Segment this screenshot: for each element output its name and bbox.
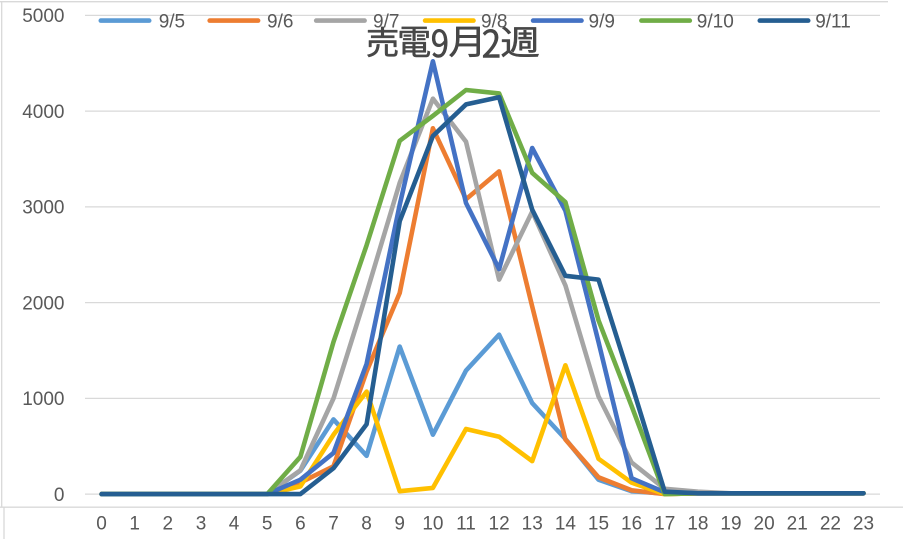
svg-text:5: 5 (262, 513, 273, 534)
svg-text:9/6: 9/6 (267, 11, 293, 32)
svg-text:9/11: 9/11 (815, 11, 851, 32)
svg-text:9/5: 9/5 (159, 11, 185, 32)
svg-text:13: 13 (522, 513, 543, 534)
svg-text:14: 14 (555, 513, 577, 534)
svg-text:1000: 1000 (22, 389, 64, 410)
svg-text:22: 22 (820, 513, 841, 534)
svg-text:16: 16 (621, 513, 642, 534)
svg-text:23: 23 (853, 513, 874, 534)
svg-text:8: 8 (361, 513, 372, 534)
svg-text:19: 19 (720, 513, 741, 534)
svg-text:18: 18 (687, 513, 708, 534)
svg-text:4000: 4000 (22, 102, 64, 123)
svg-text:9/9: 9/9 (589, 11, 615, 32)
svg-text:10: 10 (422, 513, 443, 534)
svg-text:20: 20 (754, 513, 775, 534)
svg-text:7: 7 (328, 513, 339, 534)
svg-text:5000: 5000 (22, 6, 64, 27)
svg-text:9: 9 (394, 513, 405, 534)
svg-text:0: 0 (54, 485, 65, 506)
svg-text:9/8: 9/8 (481, 11, 507, 32)
svg-text:2: 2 (163, 513, 174, 534)
svg-text:3: 3 (196, 513, 207, 534)
svg-text:4: 4 (229, 513, 240, 534)
svg-text:11: 11 (456, 513, 476, 534)
svg-text:17: 17 (654, 513, 675, 534)
svg-text:2000: 2000 (22, 293, 64, 314)
svg-text:21: 21 (787, 513, 808, 534)
svg-text:1: 1 (129, 513, 140, 534)
svg-text:3000: 3000 (22, 198, 64, 219)
svg-text:9/10: 9/10 (697, 11, 734, 32)
svg-text:15: 15 (588, 513, 609, 534)
svg-text:12: 12 (489, 513, 510, 534)
svg-text:0: 0 (96, 513, 107, 534)
svg-text:6: 6 (295, 513, 306, 534)
svg-text:9/7: 9/7 (373, 11, 399, 32)
